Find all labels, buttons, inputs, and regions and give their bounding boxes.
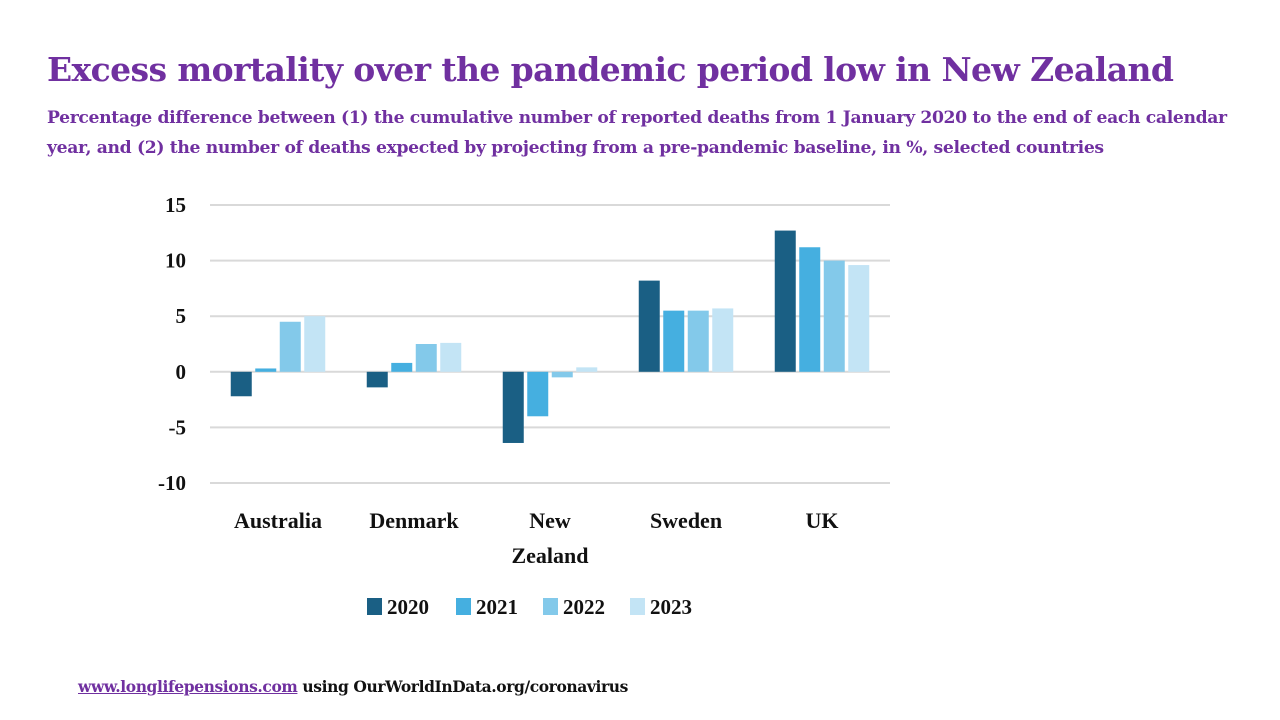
x-category-label: Denmark bbox=[369, 508, 459, 533]
bar-australia-2023 bbox=[304, 316, 326, 372]
bar-denmark-2020 bbox=[366, 371, 388, 388]
bar-sweden-2021 bbox=[663, 310, 685, 372]
bar-australia-2020 bbox=[230, 371, 252, 397]
legend-swatch-2020 bbox=[367, 598, 382, 615]
bar-sweden-2020 bbox=[638, 280, 660, 372]
y-tick-label: 5 bbox=[176, 304, 187, 328]
legend-swatch-2022 bbox=[543, 598, 558, 615]
bar-new-zealand-2022 bbox=[551, 371, 573, 378]
legend-label-2021: 2021 bbox=[476, 595, 518, 619]
bar-denmark-2023 bbox=[440, 342, 462, 372]
legend-label-2023: 2023 bbox=[650, 595, 692, 619]
y-tick-label: 10 bbox=[165, 249, 186, 273]
y-tick-label: 15 bbox=[165, 193, 186, 217]
chart-subtitle: Percentage difference between (1) the cu… bbox=[47, 108, 1227, 158]
bar-uk-2020 bbox=[774, 230, 796, 372]
source-footer: www.longlifepensions.com using OurWorldI… bbox=[78, 677, 628, 696]
x-axis-labels: Australia Denmark New Zealand Sweden UK bbox=[234, 508, 839, 568]
legend-label-2020: 2020 bbox=[387, 595, 429, 619]
chart-title: Excess mortality over the pandemic perio… bbox=[47, 50, 1174, 89]
source-text: using OurWorldInData.org/coronavirus bbox=[297, 677, 628, 696]
bar-new-zealand-2020 bbox=[502, 371, 524, 443]
bar-australia-2021 bbox=[255, 368, 277, 372]
y-tick-label: -5 bbox=[169, 415, 187, 439]
legend-label-2022: 2022 bbox=[563, 595, 605, 619]
bar-sweden-2022 bbox=[687, 310, 709, 372]
bar-uk-2022 bbox=[823, 260, 845, 372]
x-category-label: Sweden bbox=[650, 508, 722, 533]
bar-new-zealand-2023 bbox=[576, 367, 598, 372]
bars bbox=[230, 230, 870, 443]
bar-denmark-2021 bbox=[391, 362, 413, 372]
website-link[interactable]: www.longlifepensions.com bbox=[78, 677, 298, 696]
bar-uk-2023 bbox=[848, 265, 870, 372]
x-category-label: UK bbox=[806, 508, 839, 533]
x-category-label: Zealand bbox=[511, 543, 588, 568]
y-tick-label: -10 bbox=[158, 471, 186, 495]
x-category-label: New bbox=[529, 508, 571, 533]
bar-sweden-2023 bbox=[712, 308, 734, 372]
y-axis-ticks: 15 10 5 0 -5 -10 bbox=[158, 193, 186, 495]
bar-uk-2021 bbox=[799, 247, 821, 372]
x-category-label: Australia bbox=[234, 508, 322, 533]
bar-australia-2022 bbox=[279, 321, 301, 372]
legend-swatch-2021 bbox=[456, 598, 471, 615]
legend-swatch-2023 bbox=[630, 598, 645, 615]
legend: 2020 2021 2022 2023 bbox=[367, 595, 692, 619]
bar-denmark-2022 bbox=[415, 344, 437, 372]
y-tick-label: 0 bbox=[176, 360, 187, 384]
bar-new-zealand-2021 bbox=[527, 371, 549, 417]
